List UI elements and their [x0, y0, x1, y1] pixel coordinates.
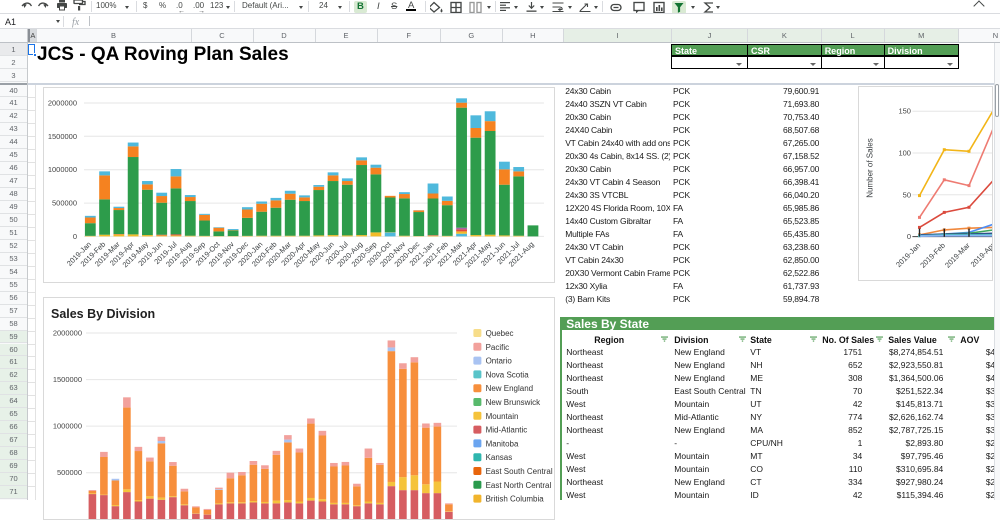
svg-text:Kansas: Kansas — [486, 453, 513, 462]
svg-text:Quebec: Quebec — [486, 329, 514, 338]
svg-text:100: 100 — [898, 149, 911, 158]
svg-text:East South Central: East South Central — [486, 467, 553, 476]
svg-text:Ontario: Ontario — [486, 356, 513, 365]
svg-text:Nova Scotia: Nova Scotia — [486, 370, 530, 379]
svg-text:2019-Mar: 2019-Mar — [943, 241, 972, 270]
svg-text:2019-Jan: 2019-Jan — [894, 241, 922, 269]
svg-text:Mid-Atlantic: Mid-Atlantic — [486, 425, 528, 434]
svg-text:1500000: 1500000 — [53, 375, 82, 384]
svg-text:1000000: 1000000 — [48, 165, 77, 174]
svg-text:0: 0 — [907, 232, 911, 241]
svg-text:New England: New England — [486, 384, 534, 393]
svg-text:2000000: 2000000 — [53, 328, 82, 337]
svg-text:Number of Sales: Number of Sales — [865, 139, 874, 198]
svg-text:2000000: 2000000 — [48, 98, 77, 107]
svg-text:1500000: 1500000 — [48, 132, 77, 141]
svg-text:New Brunswick: New Brunswick — [486, 398, 541, 407]
svg-text:2019-Apr: 2019-Apr — [969, 241, 994, 269]
svg-text:500000: 500000 — [52, 198, 77, 207]
svg-text:Sales By Division: Sales By Division — [51, 307, 155, 321]
svg-text:150: 150 — [898, 107, 911, 116]
svg-text:1000000: 1000000 — [53, 421, 82, 430]
svg-text:0: 0 — [73, 232, 77, 241]
svg-text:Pacific: Pacific — [486, 343, 510, 352]
svg-text:Mountain: Mountain — [486, 412, 519, 421]
svg-text:British Columbia: British Columbia — [486, 494, 545, 503]
svg-text:50: 50 — [903, 191, 911, 200]
svg-text:Manitoba: Manitoba — [486, 439, 519, 448]
svg-text:2019-Feb: 2019-Feb — [918, 241, 947, 270]
svg-text:East North Central: East North Central — [486, 481, 552, 490]
svg-text:500000: 500000 — [57, 468, 82, 477]
